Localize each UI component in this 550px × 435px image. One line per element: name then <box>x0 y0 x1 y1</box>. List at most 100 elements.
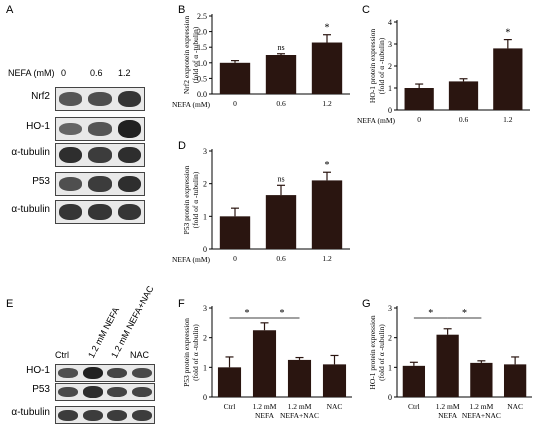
panel-a-band <box>117 120 142 138</box>
x-tick-label: NEFA+NAC <box>462 411 501 420</box>
y-tick-label: 0 <box>388 106 392 115</box>
x-tick-label: 1.2 <box>503 115 513 124</box>
bar <box>436 334 459 397</box>
panel-a-band <box>117 204 142 220</box>
panel-e-condition-label: NAC <box>130 350 150 360</box>
bar <box>287 359 312 397</box>
panel-e-band <box>82 366 103 380</box>
panel-a-band <box>88 147 112 163</box>
panel-e-row-label: HO-1 <box>26 365 50 376</box>
bar <box>265 55 297 94</box>
significance-label: * <box>505 28 510 39</box>
panel-a-band <box>88 176 112 192</box>
x-tick-label: 0.6 <box>276 254 286 263</box>
panel-a-blot-strip <box>55 87 145 111</box>
panel-a-band <box>58 204 83 220</box>
panel-e-condition-label: Ctrl <box>55 350 69 360</box>
panel-a-band <box>117 91 142 107</box>
y-tick-label: 2 <box>203 180 207 189</box>
panel-e-row-label: P53 <box>32 384 50 395</box>
y-tick-label: 2 <box>388 62 392 71</box>
x-tick-label: 1.2 mM <box>253 402 277 411</box>
bar <box>503 364 527 397</box>
x-tick-label: NAC <box>327 402 343 411</box>
panel-letter-d: D <box>178 140 186 152</box>
y-tick-label: 1 <box>388 363 392 372</box>
bar <box>448 81 479 110</box>
panel-a-row-label: α-tubulin <box>11 204 50 215</box>
panel-e-band <box>131 367 152 379</box>
panel-e-band <box>107 386 128 398</box>
significance-bracket-label: * <box>245 308 250 319</box>
panel-letter-f: F <box>178 298 185 310</box>
panel-a-condition-label: 0 <box>61 68 67 78</box>
panel-a-condition-label: 0.6 <box>90 68 103 78</box>
y-tick-label: 0 <box>203 393 207 402</box>
significance-label: ns <box>277 174 284 183</box>
x-tick-label: NEFA <box>255 411 275 420</box>
y-tick-label: 1 <box>388 84 392 93</box>
x-axis-prefix-label: NEFA (mM) <box>172 255 210 264</box>
panel-a-blot-strip <box>55 200 145 224</box>
panel-a-condition-label: 1.2 <box>118 68 131 78</box>
panel-letter-e: E <box>6 298 14 310</box>
panel-letter-g: G <box>362 298 371 310</box>
x-tick-label: 1.2 <box>322 99 332 108</box>
significance-bracket-label: * <box>462 308 467 319</box>
y-axis-label: HO-1 protein expression <box>368 29 377 103</box>
panel-a-band <box>58 146 83 164</box>
x-tick-label: 0 <box>233 254 237 263</box>
bar <box>265 195 297 249</box>
x-tick-label: 1.2 mM <box>288 402 312 411</box>
y-axis-label: HO-1 protein expression <box>368 315 377 389</box>
panel-e-band <box>131 409 152 421</box>
bar <box>311 42 343 94</box>
x-tick-label: 1.2 <box>322 254 332 263</box>
y-tick-label: 1.0 <box>197 59 207 68</box>
significance-label: * <box>325 23 330 34</box>
y-tick-label: 1 <box>203 363 207 372</box>
panel-a-row-label: HO-1 <box>26 121 50 132</box>
panel-e-band <box>82 386 103 398</box>
panel-letter-c: C <box>362 4 370 16</box>
y-axis-label: P53 protein expression <box>182 318 191 387</box>
y-axis-label-units: (fold of α -tubulin) <box>377 37 386 94</box>
panel-letter-a: A <box>6 4 14 16</box>
x-tick-label: 0 <box>417 115 421 124</box>
panel-a-band <box>58 92 83 106</box>
x-tick-label: Ctrl <box>224 402 236 411</box>
panel-e-blot-strip <box>55 364 155 382</box>
significance-bracket-label: * <box>280 308 285 319</box>
panel-a-band <box>88 92 112 106</box>
bar <box>219 216 251 249</box>
panel-a-band <box>88 204 112 220</box>
panel-a-blot-strip <box>55 143 145 167</box>
y-axis-label: P53 protein expression <box>182 165 191 234</box>
panel-a-row-label: Nrf2 <box>31 91 50 102</box>
panel-a-band <box>88 122 112 136</box>
panel-e-band <box>58 409 79 421</box>
panel-a-row-label: α-tubulin <box>11 147 50 158</box>
y-tick-label: 3 <box>203 147 207 156</box>
panel-e-band <box>107 409 128 421</box>
y-tick-label: 2 <box>388 334 392 343</box>
y-axis-label-units: (fold of α -tubulin) <box>191 324 200 381</box>
panel-a-blot-strip <box>55 172 145 196</box>
bar <box>219 62 251 94</box>
bar <box>217 367 242 397</box>
y-axis-label-units: (fold of α -tubulin) <box>377 324 386 381</box>
bar <box>402 365 426 397</box>
y-axis-label: Nrf2 exprotein expression <box>182 16 191 95</box>
panel-a-band <box>58 122 83 136</box>
panel-e-band <box>58 386 79 398</box>
y-tick-label: 0 <box>203 245 207 254</box>
x-tick-label: 1.2 mM <box>436 402 460 411</box>
x-tick-label: 0 <box>233 99 237 108</box>
panel-a-band <box>58 177 83 191</box>
bar <box>252 330 277 397</box>
panel-a-band <box>117 175 142 193</box>
bar <box>404 88 434 110</box>
